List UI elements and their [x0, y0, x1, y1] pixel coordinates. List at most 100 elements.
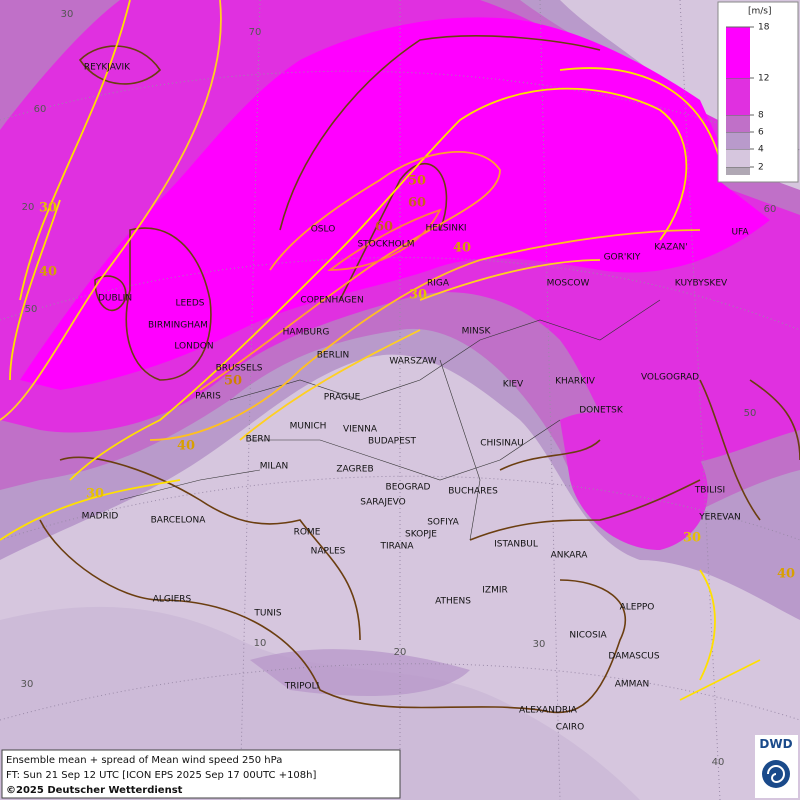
city-label: BERN	[246, 435, 271, 445]
city-label: VIENNA	[343, 425, 378, 435]
city-label: MINSK	[462, 327, 492, 337]
legend-swatch	[726, 115, 750, 132]
city-label: ISTANBUL	[494, 540, 538, 550]
city-label: SOFIYA	[427, 518, 459, 528]
city-label: ZAGREB	[336, 465, 373, 475]
city-label: DUBLIN	[98, 294, 132, 304]
grid-label: 20	[394, 647, 407, 658]
copyright: ©2025 Deutscher Wetterdienst	[6, 785, 183, 796]
city-label: WARSZAW	[389, 357, 436, 367]
city-label: KIEV	[503, 380, 524, 390]
city-label: LEEDS	[175, 299, 204, 309]
grid-label: 20	[22, 202, 35, 213]
legend-label: 2	[758, 163, 764, 173]
grid-label: 30	[533, 639, 546, 650]
city-label: OSLO	[311, 225, 336, 235]
city-label: KHARKIV	[555, 377, 596, 387]
contour-label: 40	[453, 241, 471, 256]
grid-label: 30	[61, 9, 74, 20]
city-label: BERLIN	[317, 351, 350, 361]
footer-line: FT: Sun 21 Sep 12 UTC [ICON EPS 2025 Sep…	[6, 770, 316, 781]
city-label: DONETSK	[579, 406, 624, 416]
contour-label: 40	[39, 265, 57, 280]
legend-swatch	[726, 78, 750, 115]
legend-swatch	[726, 132, 750, 149]
city-label: DAMASCUS	[608, 652, 659, 662]
grid-label: 40	[712, 757, 725, 768]
city-label: TBILISI	[694, 486, 725, 496]
city-label: KUYBYSKEV	[675, 279, 728, 289]
city-label: GOR'KIY	[604, 253, 641, 263]
city-label: ALEXANDRIA	[519, 706, 578, 716]
labels: REYKJAVIK OSLO STOCKHOLM HELSINKI RIGA COPENH…	[21, 9, 795, 768]
legend-swatch	[726, 149, 750, 167]
borders	[119, 299, 661, 541]
city-label: SARAJEVO	[360, 498, 406, 508]
city-label: MADRID	[82, 512, 119, 522]
grid-label: 60	[34, 104, 47, 115]
city-label: TRIPOLI	[284, 682, 320, 692]
city-label: SKOPJE	[405, 530, 437, 540]
city-label: STOCKHOLM	[357, 240, 414, 250]
logo: DWD	[759, 737, 792, 751]
contour-label: 50	[224, 374, 242, 389]
city-label: CAIRO	[556, 723, 584, 733]
contour-label: 30	[409, 288, 427, 303]
city-label: LONDON	[174, 342, 213, 352]
logo-swirl	[767, 765, 785, 784]
grid-label: 70	[249, 27, 262, 38]
city-label: NAPLES	[311, 547, 346, 557]
city-label: HAMBURG	[283, 328, 330, 338]
city-label: MILAN	[260, 462, 289, 472]
city-label: NICOSIA	[569, 631, 607, 641]
grid-label: 30	[21, 679, 34, 690]
contour-label: 60	[408, 196, 426, 211]
city-label: BUCHARES	[448, 487, 498, 497]
city-label: RIGA	[427, 279, 450, 289]
contour-label: 40	[777, 567, 795, 582]
city-label: YEREVAN	[698, 513, 741, 523]
city-label: BARCELONA	[151, 516, 207, 526]
city-label: UFA	[731, 228, 749, 238]
city-label: ATHENS	[435, 597, 471, 607]
legend: [m/s] 2 4 6 8 12 18	[717, 1, 799, 183]
city-label: BRUSSELS	[216, 364, 263, 374]
grid-label: 60	[764, 204, 777, 215]
city-label: MOSCOW	[547, 279, 590, 289]
city-label: PARIS	[195, 392, 221, 402]
city-label: BUDAPEST	[368, 437, 417, 447]
legend-label: 18	[758, 23, 770, 33]
legend-label: 6	[758, 128, 764, 138]
city-label: ALEPPO	[620, 603, 655, 613]
city-label: VOLGOGRAD	[641, 373, 699, 383]
city-label: AMMAN	[615, 680, 650, 690]
grid-label: 10	[254, 638, 267, 649]
legend-label: 4	[758, 145, 764, 155]
legend-unit: [m/s]	[748, 7, 772, 17]
grid-label: 50	[744, 408, 757, 419]
contour-label: 50	[408, 174, 426, 189]
contour-label: 60	[375, 220, 393, 235]
city-label: BEOGRAD	[386, 483, 431, 493]
city-label: MUNICH	[290, 422, 327, 432]
city-label: IZMIR	[482, 586, 508, 596]
info-box	[1, 749, 401, 799]
legend-label: 12	[758, 74, 769, 84]
contour-label: 30	[39, 201, 57, 216]
grid-label: 50	[25, 304, 38, 315]
city-label: CHISINAU	[480, 439, 524, 449]
legend-label: 8	[758, 111, 764, 121]
coastlines	[39, 35, 800, 714]
city-label: PRAGUE	[324, 393, 361, 403]
legend-swatch	[726, 27, 750, 78]
contour-label: 30	[86, 487, 104, 502]
city-label: ALGIERS	[153, 595, 192, 605]
city-label: COPENHAGEN	[300, 296, 363, 306]
city-label: ANKARA	[551, 551, 589, 561]
footer-line: Ensemble mean + spread of Mean wind spee…	[6, 755, 282, 766]
isotachs	[0, 0, 761, 701]
city-label: TIRANA	[379, 542, 414, 552]
